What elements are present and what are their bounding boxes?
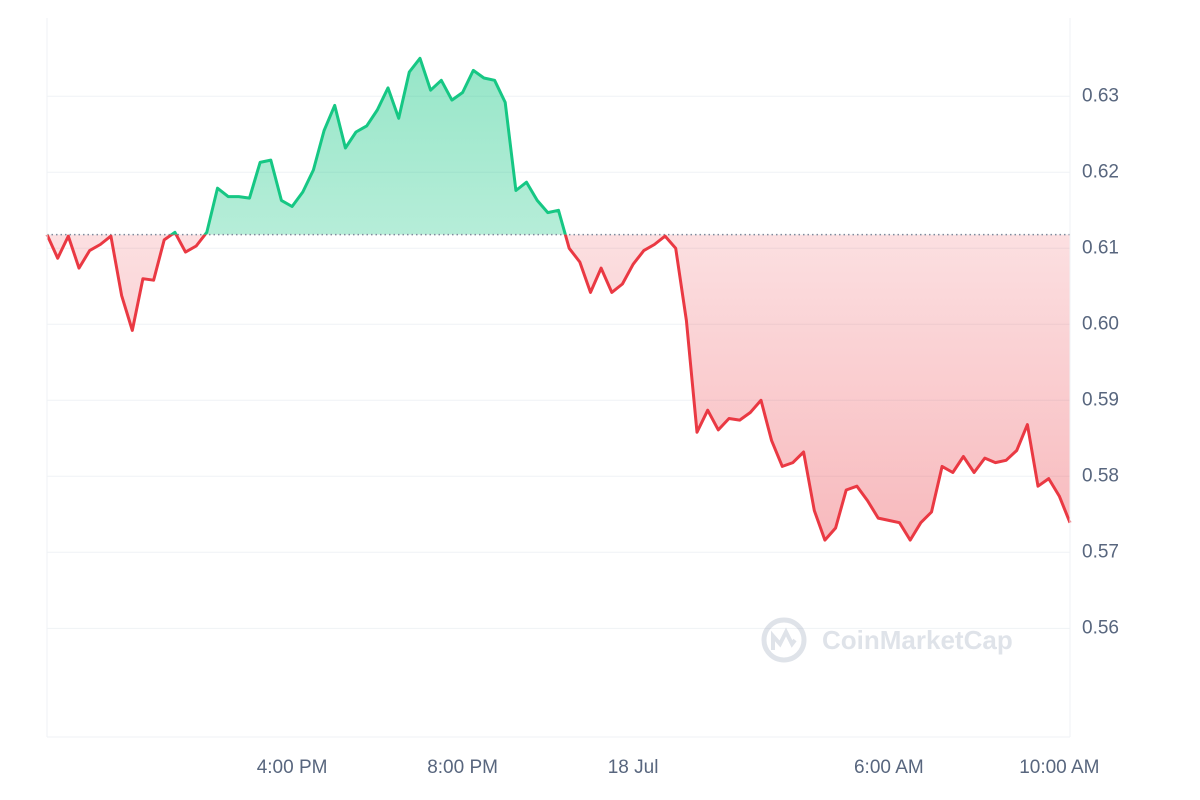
y-tick-label: 0.57 xyxy=(1082,541,1119,562)
grid xyxy=(47,95,1070,629)
x-tick-label: 6:00 AM xyxy=(854,757,924,778)
price-line-down xyxy=(45,234,1072,542)
x-tick-label: 4:00 PM xyxy=(257,757,328,778)
plot xyxy=(45,56,1072,542)
area-down xyxy=(47,234,1070,541)
y-tick-label: 0.61 xyxy=(1082,237,1119,258)
x-tick-label: 18 Jul xyxy=(608,757,659,778)
y-tick-label: 0.58 xyxy=(1082,465,1119,486)
y-tick-label: 0.63 xyxy=(1082,85,1119,106)
x-tick-label: 8:00 PM xyxy=(427,757,498,778)
y-tick-label: 0.62 xyxy=(1082,161,1119,182)
y-tick-label: 0.60 xyxy=(1082,313,1119,334)
price-line-up xyxy=(46,56,666,235)
watermark: CoinMarketCap xyxy=(761,617,1013,663)
watermark-text: CoinMarketCap xyxy=(822,625,1013,655)
y-tick-label: 0.59 xyxy=(1082,389,1119,410)
x-tick-label: 10:00 AM xyxy=(1019,757,1099,778)
y-tick-label: 0.56 xyxy=(1082,617,1119,638)
